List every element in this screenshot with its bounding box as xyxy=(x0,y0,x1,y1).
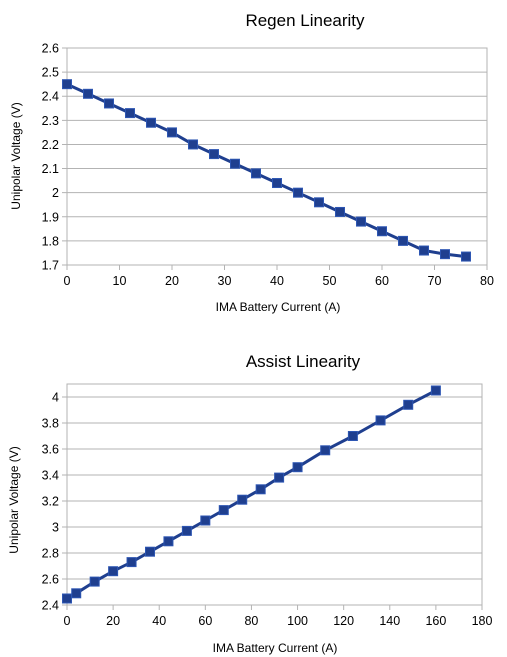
y-tick-label: 2.2 xyxy=(42,138,59,152)
x-tick-label: 80 xyxy=(244,614,258,628)
y-tick-label: 3.6 xyxy=(42,443,59,457)
data-point-marker xyxy=(62,593,72,604)
data-point-marker xyxy=(146,117,156,128)
plot-frame xyxy=(66,383,483,606)
data-point-marker xyxy=(218,505,229,516)
data-point-marker xyxy=(126,557,137,568)
data-point-marker xyxy=(403,399,414,410)
y-tick-label: 2.4 xyxy=(42,599,59,613)
x-tick-label: 40 xyxy=(270,274,284,288)
x-axis-label: IMA Battery Current (A) xyxy=(213,641,338,655)
data-point-marker xyxy=(200,515,211,526)
y-axis-label: Unipolar Voltage (V) xyxy=(9,102,23,209)
data-point-marker xyxy=(377,226,387,237)
regen-linearity-chart: Regen Linearity 1.7 1.8 1.9 2 2.1 2.2 2.3 2.4 2.… xyxy=(9,11,494,314)
y-tick-label: 2.3 xyxy=(42,114,59,128)
data-point-marker xyxy=(375,415,386,426)
x-tick-label: 30 xyxy=(218,274,232,288)
x-axis-label: IMA Battery Current (A) xyxy=(216,300,341,314)
data-point-marker xyxy=(125,108,135,119)
data-point-marker xyxy=(274,472,285,483)
data-point-marker xyxy=(167,127,177,138)
chart-title: Assist Linearity xyxy=(246,352,361,371)
x-tick-label: 60 xyxy=(198,614,212,628)
x-tick-label: 0 xyxy=(64,614,71,628)
data-point-marker xyxy=(419,245,429,256)
data-point-marker xyxy=(461,251,471,262)
data-point-marker xyxy=(89,576,100,587)
data-point-marker xyxy=(293,187,303,198)
data-point-marker xyxy=(356,216,366,227)
x-tick-label: 0 xyxy=(64,274,71,288)
y-tick-label: 2 xyxy=(52,186,59,200)
y-tick-label: 1.7 xyxy=(42,259,59,273)
x-tick-label: 70 xyxy=(428,274,442,288)
y-tick-label: 2.8 xyxy=(42,547,59,561)
x-tick-label: 40 xyxy=(152,614,166,628)
data-point-marker xyxy=(335,206,345,217)
y-tick-label: 4 xyxy=(52,391,59,405)
data-point-marker xyxy=(108,566,119,577)
x-tick-label: 60 xyxy=(375,274,389,288)
data-point-marker xyxy=(71,588,82,599)
data-point-marker xyxy=(440,249,450,260)
data-point-marker xyxy=(292,462,303,473)
data-point-marker xyxy=(188,139,198,150)
x-tick-label: 100 xyxy=(287,614,308,628)
data-point-marker xyxy=(209,149,219,160)
y-tick-label: 2.6 xyxy=(42,42,59,56)
data-point-marker xyxy=(230,158,240,169)
data-point-marker xyxy=(430,385,441,396)
data-point-marker xyxy=(398,235,408,246)
data-point-marker xyxy=(163,536,174,547)
y-tick-label: 3.8 xyxy=(42,417,59,431)
x-tick-label: 160 xyxy=(425,614,446,628)
y-tick-label: 2.5 xyxy=(42,66,59,80)
y-tick-label: 3.4 xyxy=(42,469,59,483)
data-point-marker xyxy=(181,525,192,536)
y-tick-label: 3 xyxy=(52,521,59,535)
y-tick-label: 2.6 xyxy=(42,573,59,587)
data-point-marker xyxy=(251,168,261,179)
plot-frame xyxy=(66,47,488,266)
data-point-marker xyxy=(272,178,282,189)
chart-title: Regen Linearity xyxy=(245,11,365,30)
x-tick-label: 20 xyxy=(106,614,120,628)
y-tick-label: 1.9 xyxy=(42,210,59,224)
data-point-marker xyxy=(104,98,114,109)
data-point-marker xyxy=(237,494,248,505)
data-point-marker xyxy=(83,88,93,99)
y-tick-label: 1.8 xyxy=(42,234,59,248)
x-tick-label: 80 xyxy=(480,274,494,288)
data-point-marker xyxy=(347,431,358,441)
assist-linearity-chart: Assist Linearity 2.4 2.6 2.8 3 3.2 3.4 3.6 3.8 4… xyxy=(7,352,492,655)
data-point-marker xyxy=(255,484,266,495)
data-point-marker xyxy=(62,79,72,90)
x-tick-label: 50 xyxy=(323,274,337,288)
data-point-marker xyxy=(320,445,331,456)
x-tick-label: 20 xyxy=(165,274,179,288)
x-tick-label: 10 xyxy=(113,274,127,288)
y-tick-label: 2.1 xyxy=(42,162,59,176)
data-point-marker xyxy=(145,546,155,557)
y-tick-label: 2.4 xyxy=(42,90,59,104)
x-tick-label: 120 xyxy=(333,614,354,628)
data-point-marker xyxy=(314,197,324,208)
x-tick-label: 140 xyxy=(379,614,400,628)
x-tick-label: 180 xyxy=(472,614,493,628)
y-axis-label: Unipolar Voltage (V) xyxy=(7,446,21,553)
y-tick-label: 3.2 xyxy=(42,495,59,509)
